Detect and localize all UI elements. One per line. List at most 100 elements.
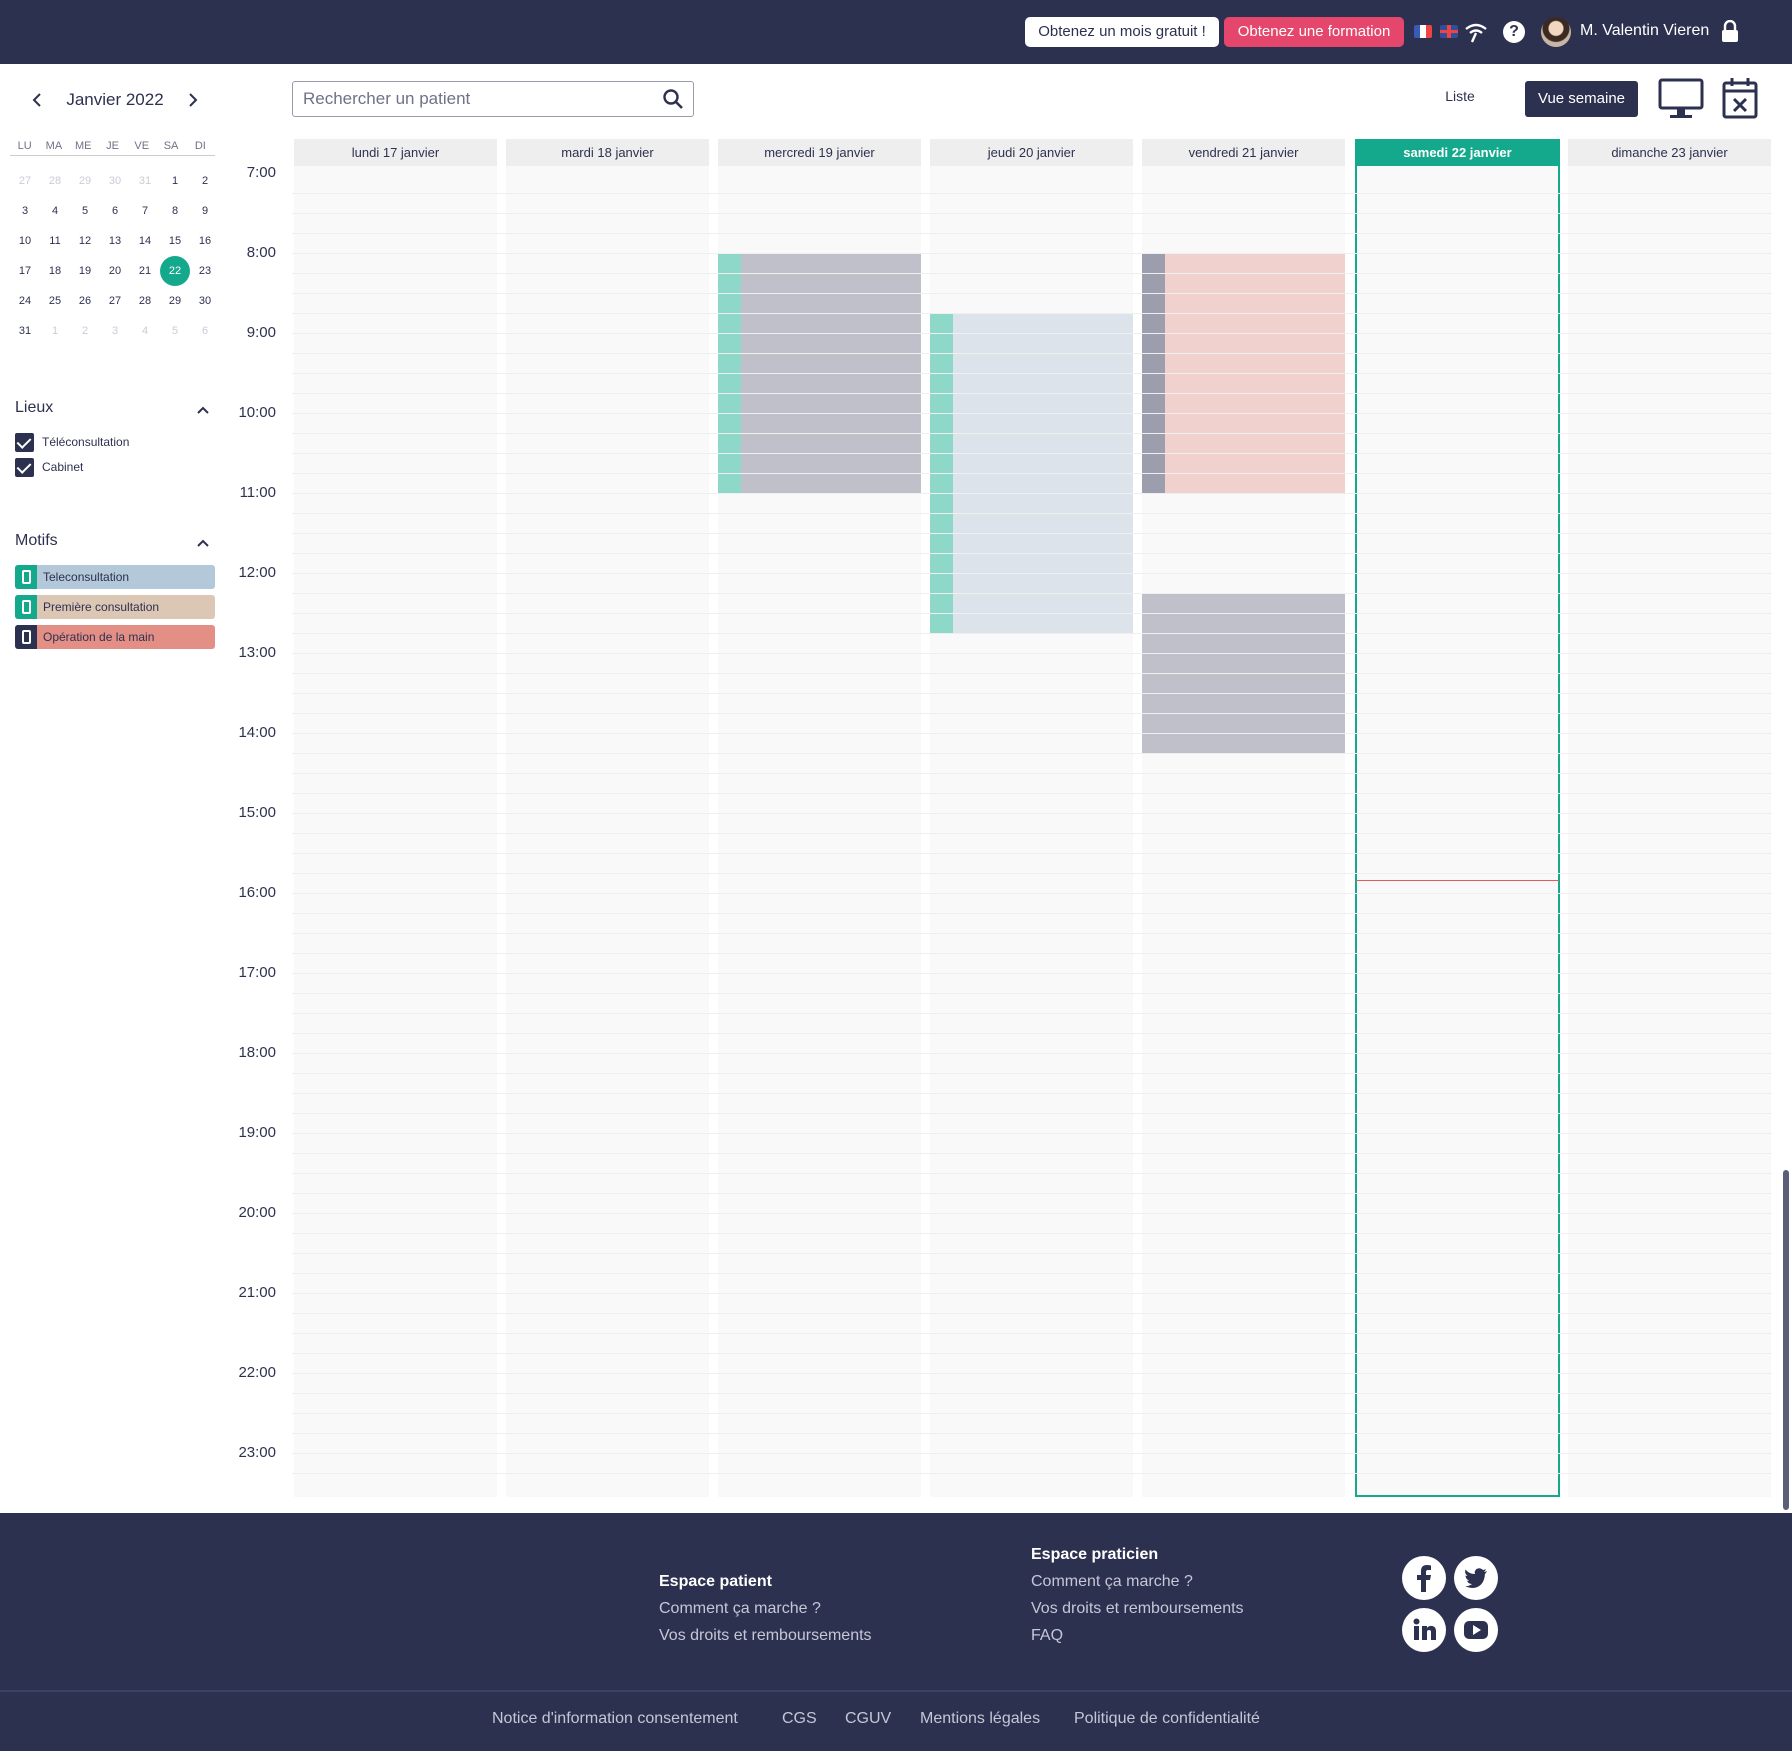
youtube-icon[interactable] [1454,1608,1498,1652]
mini-calendar-day[interactable]: 9 [190,198,220,228]
mini-calendar-day[interactable]: 6 [100,198,130,228]
motif-item[interactable]: Opération de la main [15,625,215,649]
appointment-block[interactable] [1142,254,1345,494]
next-month-button[interactable] [182,88,204,112]
legal-link[interactable]: Mentions légales [920,1710,1041,1727]
mini-calendar-day[interactable]: 8 [160,198,190,228]
mini-calendar-day[interactable]: 27 [100,288,130,318]
mini-calendar-day[interactable]: 30 [190,288,220,318]
linkedin-icon[interactable] [1402,1608,1446,1652]
mini-calendar-day[interactable]: 10 [10,228,40,258]
mini-calendar-day[interactable]: 3 [100,318,130,348]
footer-praticien-link[interactable]: Comment ça marche ? [1031,1573,1193,1590]
appointment-block[interactable] [1142,594,1345,754]
help-icon[interactable]: ? [1503,21,1525,43]
facebook-icon[interactable] [1402,1556,1446,1600]
mini-calendar-day[interactable]: 28 [40,168,70,198]
day-header[interactable]: mardi 18 janvier [506,139,709,166]
mini-calendar-day[interactable]: 12 [70,228,100,258]
mini-calendar-day[interactable]: 24 [10,288,40,318]
day-number: 24 [18,295,32,307]
legal-link[interactable]: Notice d'information consentement [492,1710,738,1727]
week-view-button[interactable]: Vue semaine [1525,81,1638,117]
previous-month-button[interactable] [26,88,48,112]
day-column[interactable] [294,139,497,1497]
lock-icon[interactable] [1721,20,1739,42]
uk-flag-icon[interactable] [1440,25,1458,38]
monitor-icon[interactable] [1658,78,1704,120]
search-input[interactable] [303,89,643,109]
mini-calendar-day[interactable]: 11 [40,228,70,258]
list-view-button[interactable]: Liste [1445,88,1475,104]
chevron-up-icon[interactable] [195,535,211,551]
wifi-icon[interactable] [1464,20,1488,44]
lieu-cabinet[interactable]: Cabinet [15,457,83,477]
mini-calendar-day[interactable]: 14 [130,228,160,258]
mini-calendar-day[interactable]: 27 [10,168,40,198]
appointment-block[interactable] [718,254,921,494]
day-number: 30 [108,175,122,187]
mini-calendar-day[interactable]: 23 [190,258,220,288]
avatar[interactable] [1541,17,1571,47]
scrollbar[interactable] [1783,1170,1789,1510]
user-name[interactable]: M. Valentin Vieren [1580,22,1710,39]
mini-calendar-day[interactable]: 29 [160,288,190,318]
mini-calendar-day[interactable]: 19 [70,258,100,288]
mini-calendar-day[interactable]: 3 [10,198,40,228]
mini-calendar-day[interactable]: 28 [130,288,160,318]
mini-calendar-day[interactable]: 21 [130,258,160,288]
footer-praticien-link[interactable]: Vos droits et remboursements [1031,1600,1244,1617]
checkbox-cabinet[interactable] [15,457,34,477]
day-header[interactable]: dimanche 23 janvier [1568,139,1771,166]
calendar-close-icon[interactable] [1722,77,1758,119]
mini-calendar-day[interactable]: 13 [100,228,130,258]
mini-calendar-day[interactable]: 5 [160,318,190,348]
legal-link[interactable]: CGS [782,1710,817,1727]
mini-calendar-day[interactable]: 17 [10,258,40,288]
day-column[interactable] [506,139,709,1497]
motif-item[interactable]: Teleconsultation [15,565,215,589]
day-header[interactable]: jeudi 20 janvier [930,139,1133,166]
motif-item[interactable]: Première consultation [15,595,215,619]
day-header[interactable]: samedi 22 janvier [1356,139,1559,166]
appointment-tag [930,314,953,634]
mini-calendar-day[interactable]: 7 [130,198,160,228]
mini-calendar-day[interactable]: 1 [160,168,190,198]
mini-calendar-day[interactable]: 15 [160,228,190,258]
footer-patient-link[interactable]: Vos droits et remboursements [659,1627,872,1644]
mini-calendar-day[interactable]: 1 [40,318,70,348]
lieu-teleconsultation[interactable]: Téléconsultation [15,432,129,452]
french-flag-icon[interactable] [1414,25,1432,38]
checkbox-teleconsultation[interactable] [15,432,34,452]
mini-calendar-day[interactable]: 5 [70,198,100,228]
mini-calendar-day[interactable]: 2 [70,318,100,348]
legal-link[interactable]: Politique de confidentialité [1074,1710,1260,1727]
mini-calendar-day[interactable]: 18 [40,258,70,288]
twitter-icon[interactable] [1454,1556,1498,1600]
formation-button[interactable]: Obtenez une formation [1224,17,1404,47]
mini-calendar-day[interactable]: 31 [130,168,160,198]
mini-calendar-day[interactable]: 25 [40,288,70,318]
chevron-up-icon[interactable] [195,402,211,418]
footer-patient-link[interactable]: Comment ça marche ? [659,1600,821,1617]
mini-calendar-day-selected[interactable]: 22 [160,256,190,288]
mini-calendar-day[interactable]: 30 [100,168,130,198]
mini-calendar-day[interactable]: 4 [40,198,70,228]
footer-praticien-link[interactable]: FAQ [1031,1627,1064,1644]
mini-calendar-day[interactable]: 6 [190,318,220,348]
legal-link[interactable]: CGUV [845,1710,892,1727]
free-month-button[interactable]: Obtenez un mois gratuit ! [1025,17,1219,47]
day-header[interactable]: mercredi 19 janvier [718,139,921,166]
search-icon[interactable] [662,88,684,110]
mini-calendar-day[interactable]: 16 [190,228,220,258]
mini-calendar-day[interactable]: 29 [70,168,100,198]
appointment-block[interactable] [930,314,1133,634]
mini-calendar-day[interactable]: 31 [10,318,40,348]
day-header[interactable]: vendredi 21 janvier [1142,139,1345,166]
day-column[interactable] [1568,139,1771,1497]
mini-calendar-day[interactable]: 4 [130,318,160,348]
mini-calendar-day[interactable]: 20 [100,258,130,288]
day-header[interactable]: lundi 17 janvier [294,139,497,166]
mini-calendar-day[interactable]: 2 [190,168,220,198]
mini-calendar-day[interactable]: 26 [70,288,100,318]
